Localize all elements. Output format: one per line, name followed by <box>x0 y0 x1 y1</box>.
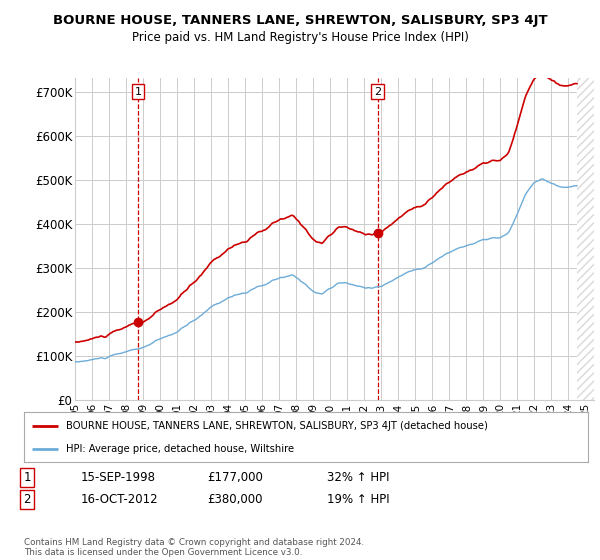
Bar <box>577 78 594 400</box>
Text: 1: 1 <box>23 470 31 484</box>
Text: £177,000: £177,000 <box>207 470 263 484</box>
Text: Contains HM Land Registry data © Crown copyright and database right 2024.
This d: Contains HM Land Registry data © Crown c… <box>24 538 364 557</box>
Text: £380,000: £380,000 <box>207 493 263 506</box>
Text: Price paid vs. HM Land Registry's House Price Index (HPI): Price paid vs. HM Land Registry's House … <box>131 31 469 44</box>
Text: 1: 1 <box>134 87 142 97</box>
Text: 2: 2 <box>374 87 381 97</box>
Text: 32% ↑ HPI: 32% ↑ HPI <box>327 470 389 484</box>
Text: 2: 2 <box>23 493 31 506</box>
Text: 15-SEP-1998: 15-SEP-1998 <box>81 470 156 484</box>
Text: BOURNE HOUSE, TANNERS LANE, SHREWTON, SALISBURY, SP3 4JT: BOURNE HOUSE, TANNERS LANE, SHREWTON, SA… <box>53 14 547 27</box>
Text: HPI: Average price, detached house, Wiltshire: HPI: Average price, detached house, Wilt… <box>66 445 295 454</box>
Bar <box>577 78 594 400</box>
Text: BOURNE HOUSE, TANNERS LANE, SHREWTON, SALISBURY, SP3 4JT (detached house): BOURNE HOUSE, TANNERS LANE, SHREWTON, SA… <box>66 421 488 431</box>
Text: 16-OCT-2012: 16-OCT-2012 <box>81 493 158 506</box>
Text: 19% ↑ HPI: 19% ↑ HPI <box>327 493 389 506</box>
